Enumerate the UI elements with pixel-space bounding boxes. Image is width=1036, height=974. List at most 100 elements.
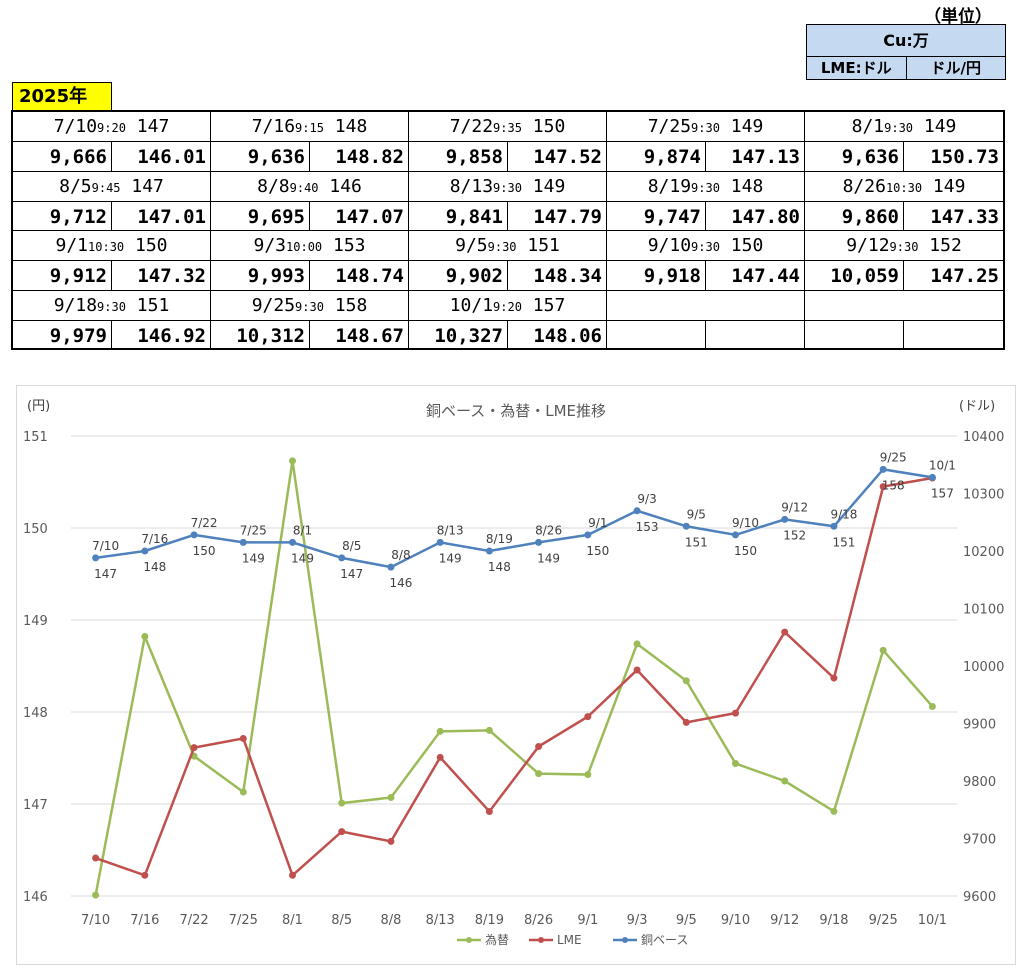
legend-marker xyxy=(538,937,544,943)
time-text: 9:30 xyxy=(691,240,720,254)
table-date-header: 9/189:30 151 xyxy=(13,290,211,321)
data-label-base: 150 xyxy=(586,544,609,558)
table-lme-cell: 9,636 xyxy=(805,142,904,172)
table-lme-cell: 10,312 xyxy=(211,320,310,350)
table-fx-cell: 147.79 xyxy=(508,201,607,231)
left-tick-label: 149 xyxy=(23,614,48,629)
data-point xyxy=(436,753,444,761)
legend-marker xyxy=(622,937,628,943)
data-point xyxy=(682,677,690,685)
x-tick-label: 8/1 xyxy=(282,913,303,928)
x-tick-label: 8/5 xyxy=(331,913,352,928)
table-date-header: 9/110:30 150 xyxy=(13,231,211,261)
data-point xyxy=(633,640,641,648)
x-tick-label: 8/26 xyxy=(524,913,553,928)
data-label-base: 153 xyxy=(636,520,659,534)
left-axis-label: (円) xyxy=(27,399,50,414)
base-price-text: 153 xyxy=(322,235,366,256)
data-label-base: 150 xyxy=(193,544,216,558)
base-price-text: 147 xyxy=(125,116,170,137)
date-text: 8/8 xyxy=(257,175,290,197)
base-price-text: 147 xyxy=(120,175,164,197)
data-label-date: 10/1 xyxy=(929,458,956,472)
data-point xyxy=(928,473,936,481)
data-label-base: 151 xyxy=(832,535,855,549)
data-point xyxy=(387,794,395,802)
x-tick-label: 7/10 xyxy=(81,913,110,928)
data-point xyxy=(732,531,739,539)
legend-marker xyxy=(466,937,472,943)
data-point xyxy=(190,744,198,752)
x-tick-label: 9/25 xyxy=(869,913,898,928)
date-text: 9/3 xyxy=(253,235,287,256)
right-tick-label: 9700 xyxy=(963,833,996,848)
year-tag: 2025年 xyxy=(12,82,112,110)
table-lme-cell: 9,902 xyxy=(409,261,508,291)
data-point xyxy=(584,713,592,721)
base-price-text: 158 xyxy=(323,294,368,316)
table-fx-cell: 150.73 xyxy=(904,142,1003,172)
time-text: 9:20 xyxy=(493,299,522,314)
base-price-text: 149 xyxy=(913,116,957,137)
data-point xyxy=(633,507,641,515)
data-point xyxy=(535,770,543,778)
data-point xyxy=(387,563,395,571)
data-point xyxy=(584,531,592,539)
data-point xyxy=(535,538,543,546)
data-point xyxy=(436,727,444,735)
table-lme-cell: 10,327 xyxy=(409,320,508,350)
table-date-header: 9/259:30 158 xyxy=(211,290,409,321)
data-label-date: 8/13 xyxy=(437,523,464,537)
data-point xyxy=(879,465,887,473)
data-label-date: 8/5 xyxy=(342,539,361,553)
data-point xyxy=(289,871,296,879)
chart-title: 銅ベース・為替・LME推移 xyxy=(426,402,606,420)
table-date-header: 7/259:30 149 xyxy=(607,112,805,142)
time-text: 10:00 xyxy=(286,240,323,254)
date-text: 7/22 xyxy=(449,116,494,137)
table-date-header: 8/89:40 146 xyxy=(211,171,409,202)
left-tick-label: 146 xyxy=(23,890,48,905)
date-text: 8/26 xyxy=(842,175,886,197)
time-text: 9:45 xyxy=(91,180,121,195)
time-text: 10:30 xyxy=(88,240,125,254)
data-point xyxy=(239,734,247,742)
table-fx-cell: 147.25 xyxy=(904,261,1003,291)
time-text: 9:30 xyxy=(889,240,919,254)
table-fx-cell: 147.01 xyxy=(112,201,211,231)
data-point xyxy=(338,828,346,836)
base-price-text: 150 xyxy=(719,235,764,256)
data-point xyxy=(239,538,247,546)
data-label-date: 8/1 xyxy=(293,523,312,537)
base-price-text: 149 xyxy=(521,175,566,197)
data-label-date: 7/22 xyxy=(191,516,218,530)
time-text: 10:30 xyxy=(885,180,923,195)
date-text: 8/5 xyxy=(59,175,92,197)
date-text: 9/12 xyxy=(846,235,890,256)
data-point xyxy=(485,807,493,815)
table-date-header: 8/139:30 149 xyxy=(409,171,607,202)
table-date-header xyxy=(805,291,1003,321)
right-tick-label: 10100 xyxy=(963,603,1004,618)
table-date-header: 10/19:20 157 xyxy=(409,290,607,321)
data-point xyxy=(830,807,838,815)
data-point xyxy=(92,854,100,862)
series-line xyxy=(95,468,933,569)
data-label-base: 146 xyxy=(389,576,412,590)
data-point xyxy=(338,554,346,562)
base-price-text: 151 xyxy=(516,235,560,256)
series-line xyxy=(95,476,933,878)
time-text: 9:20 xyxy=(97,121,126,135)
data-point xyxy=(338,799,346,807)
table-date-header: 8/2610:30 149 xyxy=(805,172,1003,202)
base-price-text: 150 xyxy=(124,235,168,256)
base-price-text: 157 xyxy=(521,294,566,316)
right-tick-label: 10000 xyxy=(963,660,1004,675)
data-point xyxy=(92,554,100,562)
data-point xyxy=(732,760,739,768)
date-text: 7/10 xyxy=(53,116,98,137)
table-fx-cell: 147.52 xyxy=(508,142,607,172)
time-text: 9:30 xyxy=(691,121,720,135)
time-text: 9:30 xyxy=(487,240,517,254)
date-text: 8/13 xyxy=(449,175,494,197)
